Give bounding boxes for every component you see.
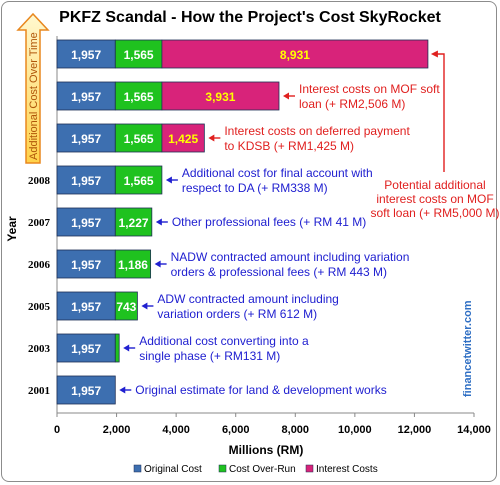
annotation-arrowhead <box>123 344 130 352</box>
annotation-text: NADW contracted amount including variati… <box>171 250 410 264</box>
annotation-text: ADW contracted amount including <box>157 292 338 306</box>
legend-label: Interest Costs <box>316 464 378 475</box>
side-note-text: interest costs on MOF <box>376 192 493 206</box>
legend-swatch <box>218 464 227 473</box>
annotation-text: Original estimate for land & development… <box>135 383 386 397</box>
x-tick-label: 10,000 <box>338 424 372 436</box>
bar-data-label: 1,186 <box>118 258 148 272</box>
bar-segment <box>56 123 116 153</box>
annotation-text: single phase (+ RM131 M) <box>139 349 280 363</box>
bar-segment <box>161 39 429 69</box>
bar-data-label: 1,957 <box>71 132 101 146</box>
bar-segment <box>114 81 163 111</box>
annotation-text: to KDSB (+ RM1,425 M) <box>224 139 354 153</box>
bar-data-label: 1,957 <box>71 258 101 272</box>
annotation-text: respect to DA (+ RM338 M) <box>182 181 328 195</box>
bar-segment <box>56 39 116 69</box>
legend-swatch <box>133 464 142 473</box>
annotation-arrowhead <box>208 134 215 142</box>
bar-segment <box>56 249 116 279</box>
bar-segment <box>114 291 138 321</box>
bar-segment <box>114 39 163 69</box>
x-tick-label: 4,000 <box>162 424 190 436</box>
bar-data-label: 1,957 <box>71 384 101 398</box>
x-tick-label: 12,000 <box>398 424 432 436</box>
annotation-text: orders & professional fees (+ RM 443 M) <box>171 265 387 279</box>
cost-over-time-arrow <box>16 12 50 164</box>
y-category-label: 2003 <box>28 343 51 355</box>
annotation-arrowhead <box>282 92 289 100</box>
x-tick-label: 6,000 <box>222 424 250 436</box>
annotation-text: Interest costs on MOF soft <box>299 82 440 96</box>
annotation-text: Additional cost for final account with <box>182 166 373 180</box>
bar-data-label: 1,565 <box>124 174 154 188</box>
y-axis-title: Year <box>5 216 19 242</box>
legend-label: Cost Over-Run <box>229 464 296 475</box>
annotation-text: loan (+ RM2,506 M) <box>299 97 405 111</box>
x-axis-title: Millions (RM) <box>229 443 304 457</box>
bar-data-label: 1,957 <box>71 90 101 104</box>
bar-segment <box>114 333 120 363</box>
bar-segment <box>114 249 152 279</box>
x-tick-label: 2,000 <box>103 424 131 436</box>
legend-swatch <box>305 464 314 473</box>
annotation-arrowhead <box>119 386 126 394</box>
bar-segment <box>56 207 116 237</box>
bar-data-label: 1,957 <box>71 342 101 356</box>
annotation-text: variation orders (+ RM 612 M) <box>157 307 317 321</box>
x-tick-label: 0 <box>54 424 60 436</box>
bar-segment <box>161 123 205 153</box>
annotation-arrowhead <box>165 176 172 184</box>
bar-data-label: 3,931 <box>205 90 235 104</box>
watermark: financetwitter.com <box>462 300 474 397</box>
bar-segment <box>114 207 153 237</box>
bar-data-label: 8,931 <box>280 48 310 62</box>
annotation-arrowhead <box>141 302 148 310</box>
bar-segment <box>56 81 116 111</box>
y-category-label: 2007 <box>28 217 51 229</box>
bar-segment <box>56 375 116 405</box>
side-note-arrowhead <box>430 50 438 58</box>
annotation-arrowhead <box>154 260 161 268</box>
bar-segment <box>161 81 280 111</box>
y-category-label: 2008 <box>28 175 51 187</box>
chart-title: PKFZ Scandal - How the Project's Cost Sk… <box>59 9 441 26</box>
bar-data-label: 1,565 <box>124 132 154 146</box>
annotation-text: Interest costs on deferred payment <box>224 124 410 138</box>
bar-data-label: 1,957 <box>71 174 101 188</box>
side-note-text: Potential additional <box>384 178 485 192</box>
legend: Original Cost Cost Over-Run Interest Costs <box>133 464 378 475</box>
y-category-label: 2001 <box>28 385 50 397</box>
bar-segment <box>56 291 116 321</box>
annotation-arrowhead <box>155 218 162 226</box>
x-tick-label: 14,000 <box>457 424 491 436</box>
annotation-text: Other professional fees (+ RM 41 M) <box>172 215 366 229</box>
bar-segment <box>56 333 116 363</box>
bar-data-label: 1,565 <box>124 48 154 62</box>
bar-data-label: 1,957 <box>71 300 101 314</box>
bar-segment <box>56 165 116 195</box>
bar-segment <box>114 123 163 153</box>
bar-data-label: 1,565 <box>124 90 154 104</box>
bar-data-label: 1,425 <box>168 132 198 146</box>
bar-data-label: 1,227 <box>119 216 149 230</box>
x-tick-label: 8,000 <box>282 424 310 436</box>
annotation-text: Additional cost converting into a <box>139 334 309 348</box>
bar-data-label: 1,957 <box>71 216 101 230</box>
bar-data-label: 743 <box>116 300 136 314</box>
y-category-label: 2005 <box>28 301 51 313</box>
side-note-text: soft loan (+ RM5,000 M) <box>370 206 499 220</box>
y-category-label: 2006 <box>28 259 51 271</box>
side-note-arrow <box>436 53 445 172</box>
bar-data-label: 1,957 <box>71 48 101 62</box>
cost-over-time-arrow-label: Additional Cost Over Time <box>28 32 40 160</box>
legend-label: Original Cost <box>144 464 202 475</box>
bar-segment <box>114 165 163 195</box>
